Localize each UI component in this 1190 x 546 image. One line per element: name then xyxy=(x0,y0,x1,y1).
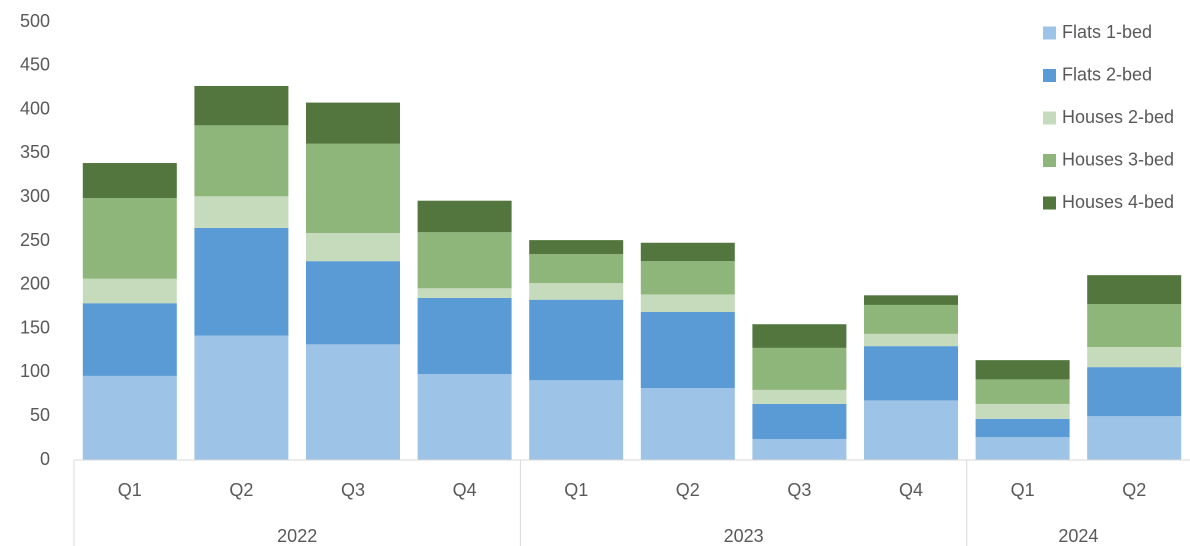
y-tick-label: 500 xyxy=(20,11,50,31)
bar-segment xyxy=(306,143,400,234)
bar-segment xyxy=(752,389,847,404)
legend-label: Houses 3-bed xyxy=(1062,149,1174,169)
bar-segment xyxy=(864,333,958,347)
bar-segment xyxy=(975,403,1070,419)
y-tick-label: 350 xyxy=(20,142,50,162)
legend-label: Houses 2-bed xyxy=(1062,107,1174,127)
legend-swatch xyxy=(1043,111,1056,125)
bar-segment xyxy=(752,403,847,439)
x-tick-label: Q4 xyxy=(453,480,477,500)
bar-segment xyxy=(529,240,624,255)
bar-segment xyxy=(194,196,289,228)
group-label: 2024 xyxy=(1058,526,1098,546)
bar-segment xyxy=(975,379,1070,404)
bar-segment xyxy=(82,375,177,460)
legend-label: Flats 2-bed xyxy=(1062,64,1152,84)
bar-segment xyxy=(752,438,847,460)
legend-label: Houses 4-bed xyxy=(1062,192,1174,212)
x-tick-label: Q3 xyxy=(787,480,811,500)
group-label: 2023 xyxy=(724,526,764,546)
bar-segment xyxy=(417,297,512,375)
bar-segment xyxy=(417,288,512,298)
bar-segment xyxy=(864,346,958,401)
bar-segment xyxy=(529,380,624,460)
bar-segment xyxy=(1087,367,1182,417)
bar-segment xyxy=(194,227,289,336)
x-tick-label: Q2 xyxy=(676,480,700,500)
bar-segment xyxy=(1087,346,1182,368)
bar-segment xyxy=(194,85,289,126)
bar-segment xyxy=(417,200,512,233)
y-tick-label: 100 xyxy=(20,361,50,381)
bar-segment xyxy=(752,347,847,390)
y-tick-label: 50 xyxy=(30,405,50,425)
x-tick-label: Q1 xyxy=(564,480,588,500)
bar-segment xyxy=(82,163,177,199)
bar-segment xyxy=(975,437,1070,460)
bar-segment xyxy=(82,198,177,279)
x-tick-label: Q1 xyxy=(1011,480,1035,500)
y-tick-label: 300 xyxy=(20,186,50,206)
bar-segment xyxy=(306,233,400,262)
legend-swatch xyxy=(1043,69,1056,82)
x-tick-label: Q2 xyxy=(229,480,253,500)
bar-segment xyxy=(864,304,958,334)
bar-segment xyxy=(640,311,735,389)
bar-segment xyxy=(417,374,512,460)
y-tick-label: 450 xyxy=(20,55,50,75)
x-tick-label: Q2 xyxy=(1122,480,1146,500)
bar-segment xyxy=(752,324,847,348)
y-tick-label: 0 xyxy=(40,449,50,469)
bar-segment xyxy=(529,299,624,381)
legend-label: Flats 1-bed xyxy=(1062,22,1152,42)
x-tick-label: Q1 xyxy=(118,480,142,500)
legend-swatch xyxy=(1043,196,1056,210)
y-tick-label: 200 xyxy=(20,274,50,294)
bar-segment xyxy=(529,283,624,300)
x-tick-label: Q4 xyxy=(899,480,923,500)
bar-segment xyxy=(640,294,735,312)
bar-segment xyxy=(529,254,624,284)
y-tick-label: 250 xyxy=(20,230,50,250)
y-tick-label: 150 xyxy=(20,317,50,337)
bar-segment xyxy=(306,344,400,460)
x-tick-label: Q3 xyxy=(341,480,365,500)
bar-segment xyxy=(306,261,400,345)
bar-segment xyxy=(1087,304,1182,347)
bar-segment xyxy=(306,102,400,144)
bar-segment xyxy=(417,232,512,289)
y-tick-label: 400 xyxy=(20,98,50,118)
bar-segment xyxy=(194,335,289,460)
bar-segment xyxy=(864,400,958,460)
bar-segment xyxy=(864,295,958,305)
bar-segment xyxy=(640,388,735,460)
legend-swatch xyxy=(1043,26,1056,40)
bar-segment xyxy=(82,303,177,376)
bar-segment xyxy=(194,125,289,197)
bar-segment xyxy=(1087,416,1182,460)
bar-segment xyxy=(82,278,177,304)
bar-segment xyxy=(640,261,735,295)
bar-segment xyxy=(640,242,735,262)
bar-segment xyxy=(975,360,1070,380)
group-label: 2022 xyxy=(277,526,317,546)
legend-swatch xyxy=(1043,154,1056,167)
bar-segment xyxy=(975,418,1070,438)
bar-segment xyxy=(1087,275,1182,305)
